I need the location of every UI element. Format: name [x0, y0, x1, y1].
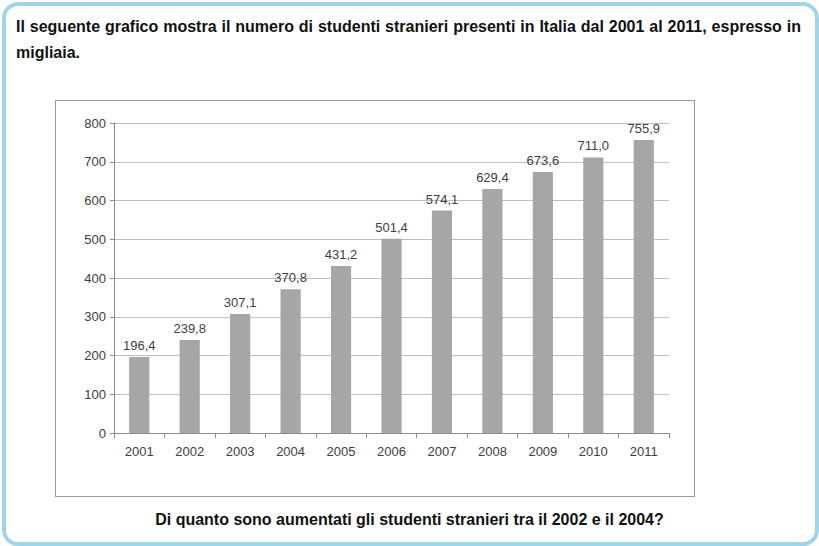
html-text:Il seguente grafico mostra il: Il seguente grafico mostra il numero di …	[16, 18, 801, 61]
svg-text:200: 200	[84, 348, 106, 363]
svg-text:239,8: 239,8	[173, 321, 206, 336]
svg-text:2010: 2010	[579, 444, 608, 459]
svg-text:400: 400	[84, 271, 106, 286]
svg-text:2003: 2003	[226, 444, 255, 459]
svg-text:2005: 2005	[327, 444, 356, 459]
svg-text:2002: 2002	[175, 444, 204, 459]
svg-text:629,4: 629,4	[476, 170, 509, 185]
svg-text:574,1: 574,1	[426, 192, 459, 207]
svg-text:100: 100	[84, 387, 106, 402]
svg-text:500: 500	[84, 232, 106, 247]
svg-text:0: 0	[99, 426, 106, 441]
svg-text:673,6: 673,6	[527, 153, 560, 168]
svg-text:370,8: 370,8	[274, 270, 307, 285]
svg-text:711,0: 711,0	[578, 138, 610, 153]
svg-text:501,4: 501,4	[375, 220, 408, 235]
svg-text:196,4: 196,4	[123, 338, 156, 353]
svg-text:2011: 2011	[630, 444, 658, 459]
html-text:Di quanto sono aumentati gli s: Di quanto sono aumentati gli studenti st…	[155, 511, 664, 528]
svg-text:2009: 2009	[528, 444, 557, 459]
svg-text:600: 600	[84, 193, 106, 208]
svg-text:2006: 2006	[377, 444, 406, 459]
svg-text:307,1: 307,1	[224, 295, 257, 310]
svg-text:431,2: 431,2	[325, 247, 358, 262]
svg-text:2008: 2008	[478, 444, 507, 459]
svg-text:755,9: 755,9	[627, 121, 660, 136]
svg-text:800: 800	[84, 116, 106, 131]
svg-text:700: 700	[84, 154, 106, 169]
svg-text:2004: 2004	[276, 444, 305, 459]
svg-text:300: 300	[84, 309, 106, 324]
svg-text:2007: 2007	[427, 444, 456, 459]
svg-text:2001: 2001	[125, 444, 154, 459]
